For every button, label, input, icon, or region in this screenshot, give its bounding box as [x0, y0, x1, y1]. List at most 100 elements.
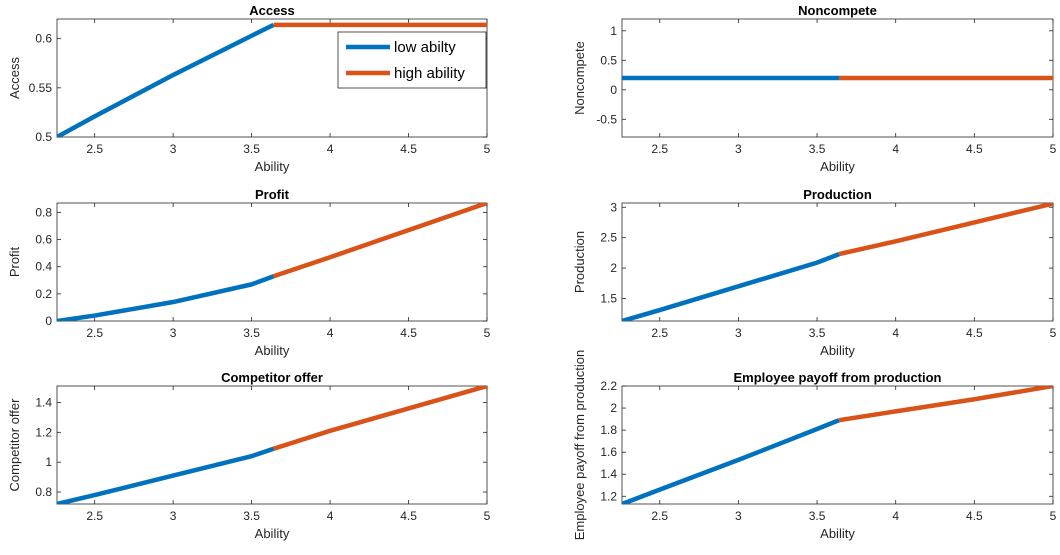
x-axis-label: Ability — [255, 159, 290, 174]
y-axis-label: Profit — [7, 246, 22, 277]
panel-profit: 2.5 3 3.5 4 4.5 5 0 0.2 0.4 0.6 0.8 Profit Ability Pr… — [7, 187, 491, 358]
x-tick-label: 4 — [892, 142, 899, 156]
x-tick-label: 3.5 — [243, 326, 260, 340]
x-tick-label: 3 — [735, 326, 742, 340]
x-tick-label: 3 — [170, 142, 177, 156]
x-tick-label: 3.5 — [809, 142, 826, 156]
y-tick-label: 1 — [45, 455, 52, 469]
x-tick-label: 2.5 — [86, 509, 103, 523]
y-tick-label: 1.4 — [600, 467, 617, 481]
panel-title: Access — [249, 3, 295, 18]
y-tick-label: 0.5 — [35, 130, 52, 144]
series-line-low — [57, 274, 275, 321]
panel-access: 2.5 3 3.5 4 4.5 5 0.5 0.55 0.6 Access Ability Acces… — [7, 3, 491, 174]
panel-employee-payoff: 2.5 3 3.5 4 4.5 5 1.2 1.4 1.6 1.8 2 2.2 Employee pay… — [572, 350, 1057, 541]
series-line-high — [838, 203, 1053, 257]
x-tick-label: 4.5 — [966, 509, 983, 523]
plot-frame — [56, 202, 488, 322]
x-tick-label: 4.5 — [400, 142, 417, 156]
series-line-low — [57, 446, 275, 504]
y-tick-label: 2 — [610, 401, 617, 415]
x-tick-label: 3 — [170, 326, 177, 340]
y-tick-label: 0.8 — [35, 485, 52, 499]
y-axis-label: Employee payoff from production — [572, 350, 587, 541]
x-tick-label: 4 — [892, 326, 899, 340]
y-axis-label: Noncompete — [572, 41, 587, 115]
x-tick-label: 4 — [327, 509, 334, 523]
y-tick-label: 3 — [610, 200, 617, 214]
series-line-low — [622, 251, 840, 321]
panel-noncompete: 2.5 3 3.5 4 4.5 5 -0.5 0 0.5 1 Noncompete Ability No… — [572, 3, 1057, 174]
y-tick-label: 0.2 — [35, 287, 52, 301]
plot-frame — [621, 385, 1054, 505]
y-tick-label: 0.5 — [600, 53, 617, 67]
x-tick-label: 4.5 — [966, 326, 983, 340]
series-line-high — [272, 386, 487, 451]
series-line-high — [838, 386, 1053, 423]
legend-box — [337, 31, 487, 89]
y-tick-label: 0.6 — [35, 32, 52, 46]
x-axis-label: Ability — [820, 526, 855, 541]
y-tick-label: 2.2 — [600, 379, 617, 393]
y-tick-label: 0.8 — [35, 205, 52, 219]
panel-production: 2.5 3 3.5 4 4.5 5 1.5 2 2.5 3 Production Ability Pro… — [572, 187, 1057, 358]
series-line-high — [272, 203, 487, 279]
panel-title: Employee payoff from production — [733, 370, 941, 385]
x-tick-label: 3 — [735, 509, 742, 523]
x-tick-label: 5 — [484, 142, 491, 156]
x-axis-label: Ability — [820, 343, 855, 358]
x-axis-label: Ability — [255, 526, 290, 541]
x-tick-label: 3.5 — [809, 509, 826, 523]
panel-title: Profit — [255, 187, 290, 202]
y-tick-label: 1.8 — [600, 423, 617, 437]
panel-title: Competitor offer — [221, 370, 323, 385]
y-tick-label: 1 — [610, 24, 617, 38]
x-tick-label: 3 — [170, 509, 177, 523]
y-tick-label: 1.5 — [600, 291, 617, 305]
y-tick-label: 0 — [45, 314, 52, 328]
x-tick-label: 5 — [484, 326, 491, 340]
panel-title: Noncompete — [798, 3, 877, 18]
x-axis-label: Ability — [820, 159, 855, 174]
y-tick-label: 1.2 — [35, 425, 52, 439]
x-tick-label: 4 — [327, 326, 334, 340]
x-tick-label: 4 — [892, 509, 899, 523]
x-tick-label: 5 — [484, 509, 491, 523]
x-tick-label: 5 — [1050, 509, 1057, 523]
x-tick-label: 4.5 — [966, 142, 983, 156]
x-tick-label: 4.5 — [400, 326, 417, 340]
y-tick-label: 0.55 — [29, 81, 53, 95]
x-axis-label: Ability — [255, 343, 290, 358]
x-tick-label: 4 — [327, 142, 334, 156]
y-tick-label: 2 — [610, 261, 617, 275]
legend: low abilty high ability — [337, 31, 487, 89]
legend-label-high: high ability — [394, 65, 465, 82]
y-tick-label: 1.2 — [600, 489, 617, 503]
y-tick-label: 2.5 — [600, 231, 617, 245]
x-tick-label: 2.5 — [651, 509, 668, 523]
y-tick-label: 1.4 — [35, 395, 52, 409]
x-tick-label: 5 — [1050, 142, 1057, 156]
y-tick-label: -0.5 — [596, 112, 617, 126]
y-tick-label: 1.6 — [600, 445, 617, 459]
x-tick-label: 2.5 — [86, 326, 103, 340]
x-tick-label: 4.5 — [400, 509, 417, 523]
panel-title: Production — [803, 187, 872, 202]
y-axis-label: Access — [7, 57, 22, 99]
legend-label-low: low abilty — [394, 39, 456, 56]
series-line-low — [57, 22, 275, 137]
x-tick-label: 2.5 — [86, 142, 103, 156]
x-tick-label: 3.5 — [809, 326, 826, 340]
series-line-low — [622, 418, 840, 504]
x-tick-label: 2.5 — [651, 142, 668, 156]
x-tick-label: 3.5 — [243, 509, 260, 523]
y-tick-label: 0 — [610, 83, 617, 97]
y-tick-label: 0.6 — [35, 233, 52, 247]
y-axis-label: Competitor offer — [7, 398, 22, 492]
x-tick-label: 3 — [735, 142, 742, 156]
y-axis-label: Production — [572, 231, 587, 293]
x-tick-label: 2.5 — [651, 326, 668, 340]
panel-competitor-offer: 2.5 3 3.5 4 4.5 5 0.8 1 1.2 1.4 Competitor offer Ab… — [7, 370, 491, 541]
x-tick-label: 3.5 — [243, 142, 260, 156]
